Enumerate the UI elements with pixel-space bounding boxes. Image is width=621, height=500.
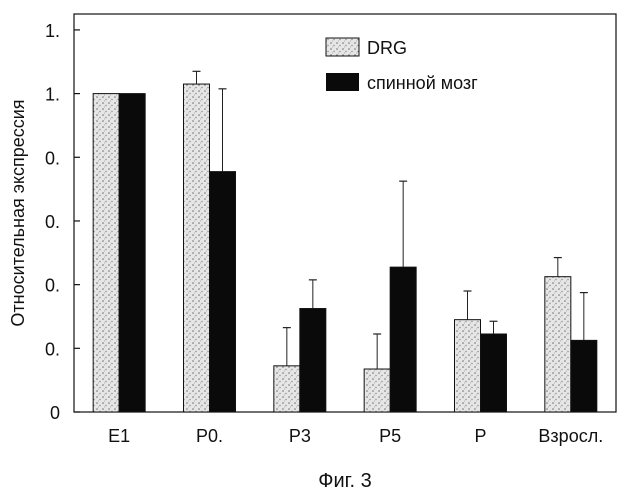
bar-spinal-cord-6 bbox=[570, 339, 598, 413]
y-tick-label: 1. bbox=[45, 85, 60, 105]
bar-drg-2 bbox=[183, 83, 210, 413]
y-tick-label: 0 bbox=[50, 403, 60, 423]
bar-spinal-cord-5 bbox=[480, 333, 507, 413]
y-tick-label: 0. bbox=[45, 276, 60, 296]
bar-drg-3 bbox=[273, 365, 301, 413]
error-bars bbox=[192, 70, 588, 370]
bar-spinal-cord-1 bbox=[118, 93, 146, 413]
y-tick-label: 0. bbox=[45, 339, 60, 359]
bar-drg-4 bbox=[363, 368, 391, 413]
legend-label-drg: DRG bbox=[367, 38, 407, 58]
y-axis: 0 0. 0. 0. 0. 1. 1. bbox=[45, 21, 80, 423]
figure-caption: Фиг. 3 bbox=[318, 470, 371, 492]
x-tick-label: P0. bbox=[196, 426, 223, 446]
bar-spinal-cord-3 bbox=[299, 308, 327, 413]
x-tick-label: E1 bbox=[108, 426, 130, 446]
x-tick-label: P bbox=[474, 426, 486, 446]
legend: DRG спинной мозг bbox=[325, 37, 478, 93]
y-tick-label: 0. bbox=[45, 148, 60, 168]
legend-label-spinal-cord: спинной мозг bbox=[367, 73, 478, 93]
legend-swatch-drg bbox=[325, 37, 360, 57]
y-axis-title: Относительная экспрессия bbox=[8, 99, 28, 326]
x-tick-label: P3 bbox=[289, 426, 311, 446]
bar-drg-1 bbox=[92, 93, 120, 413]
bar-spinal-cord-4 bbox=[389, 266, 417, 413]
y-tick-label: 1. bbox=[45, 21, 60, 41]
legend-swatch-spinal-cord bbox=[326, 73, 359, 91]
bar-spinal-cord-2 bbox=[209, 171, 236, 413]
bar-drg-5 bbox=[454, 319, 481, 413]
y-tick-label: 0. bbox=[45, 212, 60, 232]
x-tick-label: Взросл. bbox=[538, 426, 603, 446]
plot-area: 0 0. 0. 0. 0. 1. 1. E1 P0. P3 P5 P Взросл. bbox=[45, 13, 617, 446]
x-axis: E1 P0. P3 P5 P Взросл. bbox=[108, 426, 603, 446]
bars bbox=[92, 83, 598, 413]
plot-frame bbox=[73, 13, 617, 413]
bar-drg-6 bbox=[544, 276, 572, 413]
x-tick-label: P5 bbox=[379, 426, 401, 446]
